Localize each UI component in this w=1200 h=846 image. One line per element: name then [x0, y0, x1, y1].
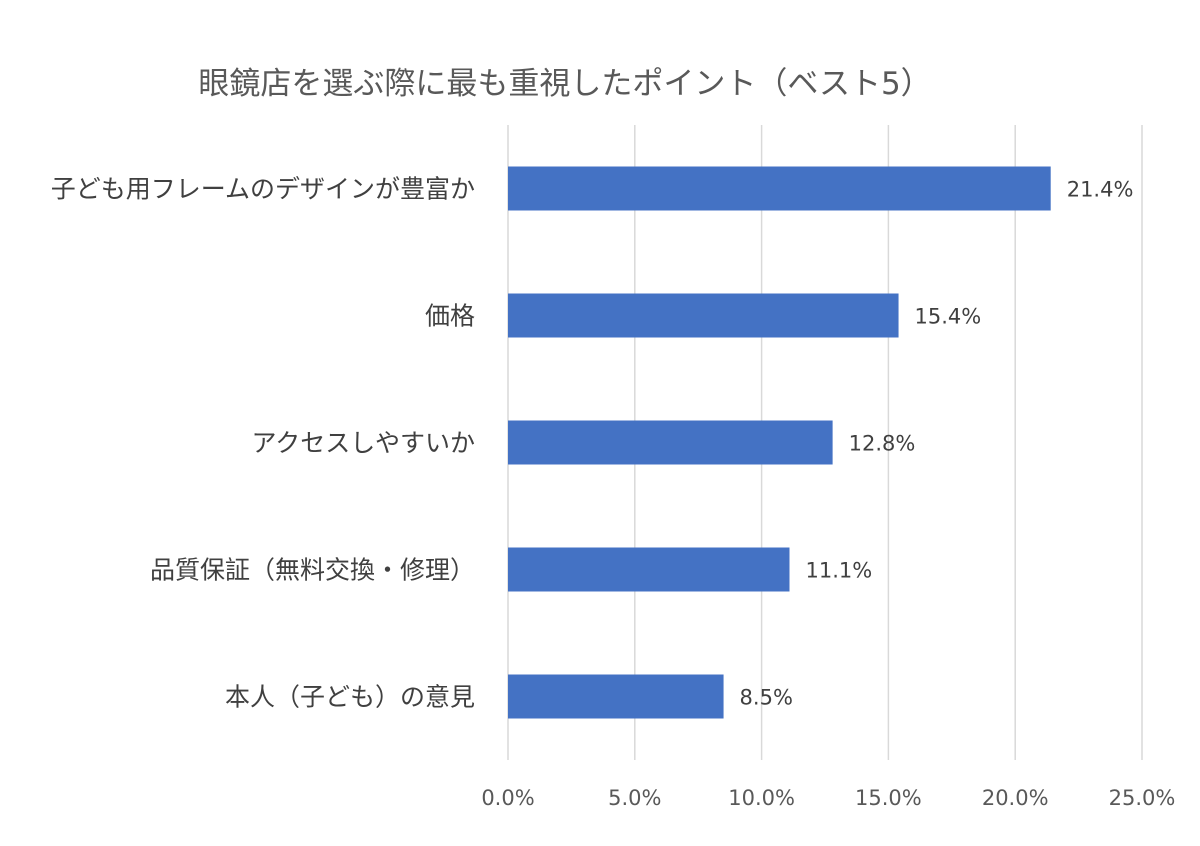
- value-label: 12.8%: [849, 432, 916, 456]
- x-tick-label: 10.0%: [728, 786, 795, 810]
- category-label: 本人（子ども）の意見: [225, 683, 475, 712]
- x-tick-label: 0.0%: [481, 786, 534, 810]
- x-tick-label: 15.0%: [855, 786, 922, 810]
- x-tick-label: 20.0%: [982, 786, 1049, 810]
- bar: [508, 166, 1051, 211]
- value-label: 15.4%: [915, 305, 982, 329]
- value-label: 8.5%: [740, 686, 793, 710]
- chart-title: 眼鏡店を選ぶ際に最も重視したポイント（ベスト5）: [198, 66, 932, 102]
- bar: [508, 674, 724, 719]
- bar: [508, 293, 899, 338]
- value-label: 21.4%: [1067, 178, 1134, 202]
- bar: [508, 420, 833, 465]
- category-label: 子ども用フレームのデザインが豊富か: [51, 175, 475, 204]
- category-label: 品質保証（無料交換・修理）: [150, 556, 475, 585]
- value-label: 11.1%: [805, 559, 872, 583]
- x-tick-label: 5.0%: [608, 786, 661, 810]
- category-label: アクセスしやすいか: [251, 429, 475, 458]
- x-tick-label: 25.0%: [1109, 786, 1176, 810]
- category-label: 価格: [425, 302, 475, 331]
- bar: [508, 547, 790, 592]
